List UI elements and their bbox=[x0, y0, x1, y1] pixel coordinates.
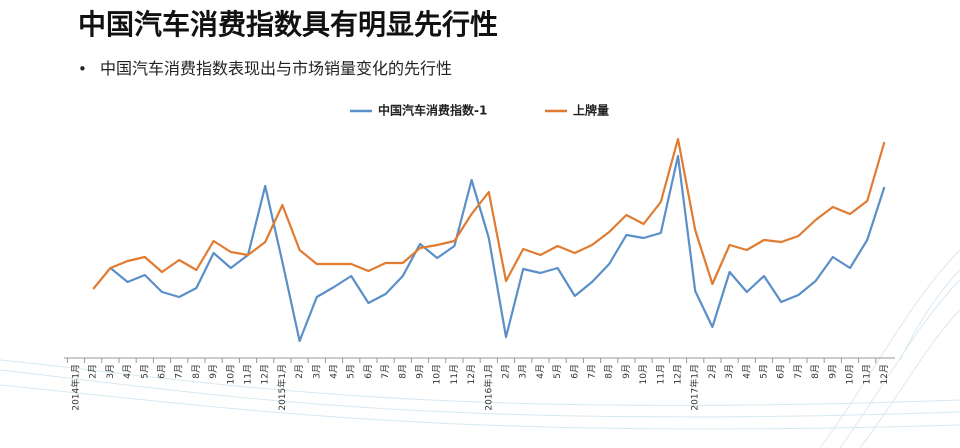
x-tick-label: 9月 bbox=[415, 364, 426, 379]
x-tick-label: 6月 bbox=[776, 364, 787, 379]
x-tick-label: 9月 bbox=[827, 364, 838, 379]
subtitle: 中国汽车消费指数表现出与市场销量变化的先行性 bbox=[100, 59, 452, 78]
x-tick-label: 12月 bbox=[466, 364, 477, 384]
x-tick-label: 2月 bbox=[294, 364, 305, 379]
x-tick-label: 7月 bbox=[587, 364, 598, 379]
x-tick-label: 11月 bbox=[862, 364, 873, 384]
x-tick-label: 8月 bbox=[191, 364, 202, 379]
x-tick-label: 5月 bbox=[346, 364, 357, 379]
x-tick-label: 4月 bbox=[741, 364, 752, 379]
x-tick-label: 2017年1月 bbox=[689, 364, 701, 411]
x-tick-label: 2月 bbox=[707, 364, 718, 379]
bullet: • bbox=[78, 60, 87, 78]
x-tick-label: 10月 bbox=[225, 364, 236, 384]
x-tick-label: 10月 bbox=[845, 364, 856, 384]
x-tick-label: 3月 bbox=[518, 364, 529, 379]
x-tick-label: 9月 bbox=[208, 364, 219, 379]
x-tick-label: 5月 bbox=[759, 364, 770, 379]
x-tick-label: 11月 bbox=[655, 364, 666, 384]
x-tick-label: 8月 bbox=[810, 364, 821, 379]
x-tick-label: 11月 bbox=[243, 364, 254, 384]
x-tick-label: 10月 bbox=[638, 364, 649, 384]
x-tick-label: 7月 bbox=[380, 364, 391, 379]
x-tick-label: 11月 bbox=[449, 364, 460, 384]
series-line bbox=[109, 154, 886, 343]
x-tick-label: 8月 bbox=[397, 364, 408, 379]
x-tick-label: 9月 bbox=[621, 364, 632, 379]
x-tick-label: 10月 bbox=[432, 364, 443, 384]
x-tick-label: 3月 bbox=[105, 364, 116, 379]
background-waves bbox=[0, 249, 960, 448]
x-tick-label: 5月 bbox=[552, 364, 563, 379]
x-tick-label: 2月 bbox=[88, 364, 99, 379]
x-tick-label: 6月 bbox=[363, 364, 374, 379]
x-tick-label: 12月 bbox=[879, 364, 890, 384]
x-tick-label: 6月 bbox=[569, 364, 580, 379]
x-tick-label: 3月 bbox=[311, 364, 322, 379]
x-tick-label: 4月 bbox=[122, 364, 133, 379]
x-tick-label: 5月 bbox=[139, 364, 150, 379]
series-line bbox=[92, 137, 886, 290]
legend-label: 上牌量 bbox=[573, 103, 609, 118]
x-tick-label: 6月 bbox=[157, 364, 168, 379]
x-tick-label: 12月 bbox=[673, 364, 684, 384]
x-tick-label: 4月 bbox=[329, 364, 340, 379]
x-tick-label: 2016年1月 bbox=[482, 364, 494, 411]
x-tick-label: 3月 bbox=[724, 364, 735, 379]
x-tick-label: 2月 bbox=[501, 364, 512, 379]
x-tick-label: 8月 bbox=[604, 364, 615, 379]
x-tick-label: 2015年1月 bbox=[276, 364, 288, 411]
legend-label: 中国汽车消费指数-1 bbox=[378, 103, 487, 118]
x-tick-label: 12月 bbox=[260, 364, 271, 384]
x-tick-label: 4月 bbox=[535, 364, 546, 379]
x-tick-label: 7月 bbox=[793, 364, 804, 379]
slide-title: 中国汽车消费指数具有明显先行性 bbox=[78, 8, 498, 41]
x-tick-label: 7月 bbox=[174, 364, 185, 379]
x-tick-label: 2014年1月 bbox=[70, 364, 82, 411]
